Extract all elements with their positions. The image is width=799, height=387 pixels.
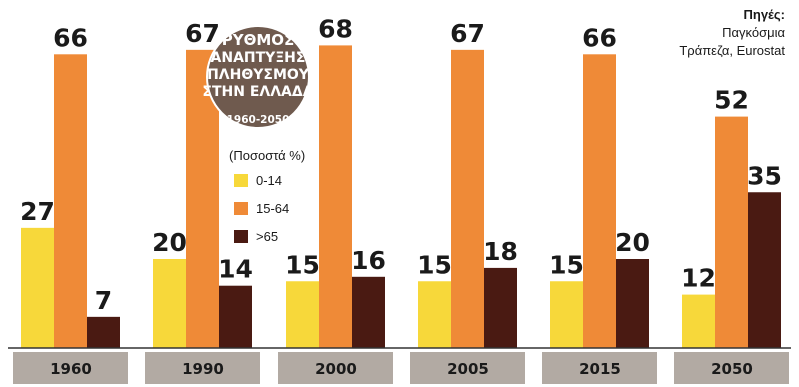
chart-title: ΡΥΘΜΟΣ ΑΝΑΠΤΥΞΗΣ ΠΛΗΘΥΣΜΟΥ ΣΤΗΝ ΕΛΛΑΔΑ xyxy=(202,31,313,100)
legend: 0-14 15-64 >65 xyxy=(234,173,289,244)
bar xyxy=(418,281,451,348)
data-label: 68 xyxy=(318,14,353,43)
category-axis: 1960 1990 2000 2005 2015 2050 xyxy=(8,347,791,384)
data-label: 18 xyxy=(483,237,518,266)
category-band xyxy=(13,352,128,384)
data-label: 7 xyxy=(95,286,112,315)
category-band xyxy=(278,352,393,384)
source-line: Τράπεζα, Eurostat xyxy=(679,43,785,58)
bar xyxy=(54,54,87,349)
bar xyxy=(352,276,385,348)
category-band xyxy=(542,352,657,384)
value-labels-layer: 27 66 7 20 67 14 15 68 16 15 67 18 15 66 20 12 52 35 xyxy=(20,14,782,314)
bar xyxy=(219,285,252,348)
legend-label: 0-14 xyxy=(256,173,282,188)
title-badge: ΡΥΘΜΟΣ ΑΝΑΠΤΥΞΗΣ ΠΛΗΘΥΣΜΟΥ ΣΤΗΝ ΕΛΛΑΔΑ (196… xyxy=(202,25,314,129)
data-label: 15 xyxy=(417,250,452,279)
bar xyxy=(484,267,517,348)
unit-label: (Ποσοστά %) xyxy=(229,148,305,163)
data-label: 67 xyxy=(185,19,220,48)
category-label: 2000 xyxy=(315,360,357,378)
source-line: Παγκόσμια xyxy=(722,25,785,40)
category-band xyxy=(145,352,260,384)
bar xyxy=(682,294,715,348)
data-label: 15 xyxy=(549,250,584,279)
category-label: 2005 xyxy=(447,360,489,378)
legend-swatch xyxy=(234,202,248,215)
data-label: 52 xyxy=(714,86,749,115)
bar xyxy=(550,281,583,348)
data-label: 16 xyxy=(351,246,386,275)
legend-swatch xyxy=(234,174,248,187)
bar xyxy=(715,116,748,348)
category-label: 2050 xyxy=(711,360,753,378)
bars-layer xyxy=(21,45,781,349)
bar xyxy=(21,227,54,348)
data-label: 15 xyxy=(285,250,320,279)
source-heading: Πηγές: xyxy=(743,7,785,22)
title-badge-circle xyxy=(206,25,310,129)
chart-subtitle: (1960-2050) xyxy=(222,114,294,126)
legend-label: 15-64 xyxy=(256,201,289,216)
data-label: 27 xyxy=(20,197,55,226)
data-label: 67 xyxy=(450,19,485,48)
bar xyxy=(583,54,616,349)
bar xyxy=(748,192,781,348)
category-band xyxy=(410,352,525,384)
data-label: 66 xyxy=(53,23,88,52)
data-label: 12 xyxy=(681,264,716,293)
legend-swatch xyxy=(234,230,248,243)
legend-label: >65 xyxy=(256,229,278,244)
data-label: 35 xyxy=(747,161,782,190)
category-label: 2015 xyxy=(579,360,621,378)
data-label: 14 xyxy=(218,255,253,284)
bar xyxy=(451,49,484,348)
data-label: 20 xyxy=(615,228,650,257)
category-band xyxy=(674,352,789,384)
category-label: 1990 xyxy=(182,360,224,378)
bar xyxy=(319,45,352,349)
bar xyxy=(286,281,319,348)
data-label: 20 xyxy=(152,228,187,257)
category-label: 1960 xyxy=(50,360,92,378)
data-label: 66 xyxy=(582,23,617,52)
bar xyxy=(153,259,186,348)
source-note: Πηγές: Παγκόσμια Τράπεζα, Eurostat xyxy=(679,7,785,58)
bar xyxy=(616,259,649,348)
bar xyxy=(87,316,120,348)
